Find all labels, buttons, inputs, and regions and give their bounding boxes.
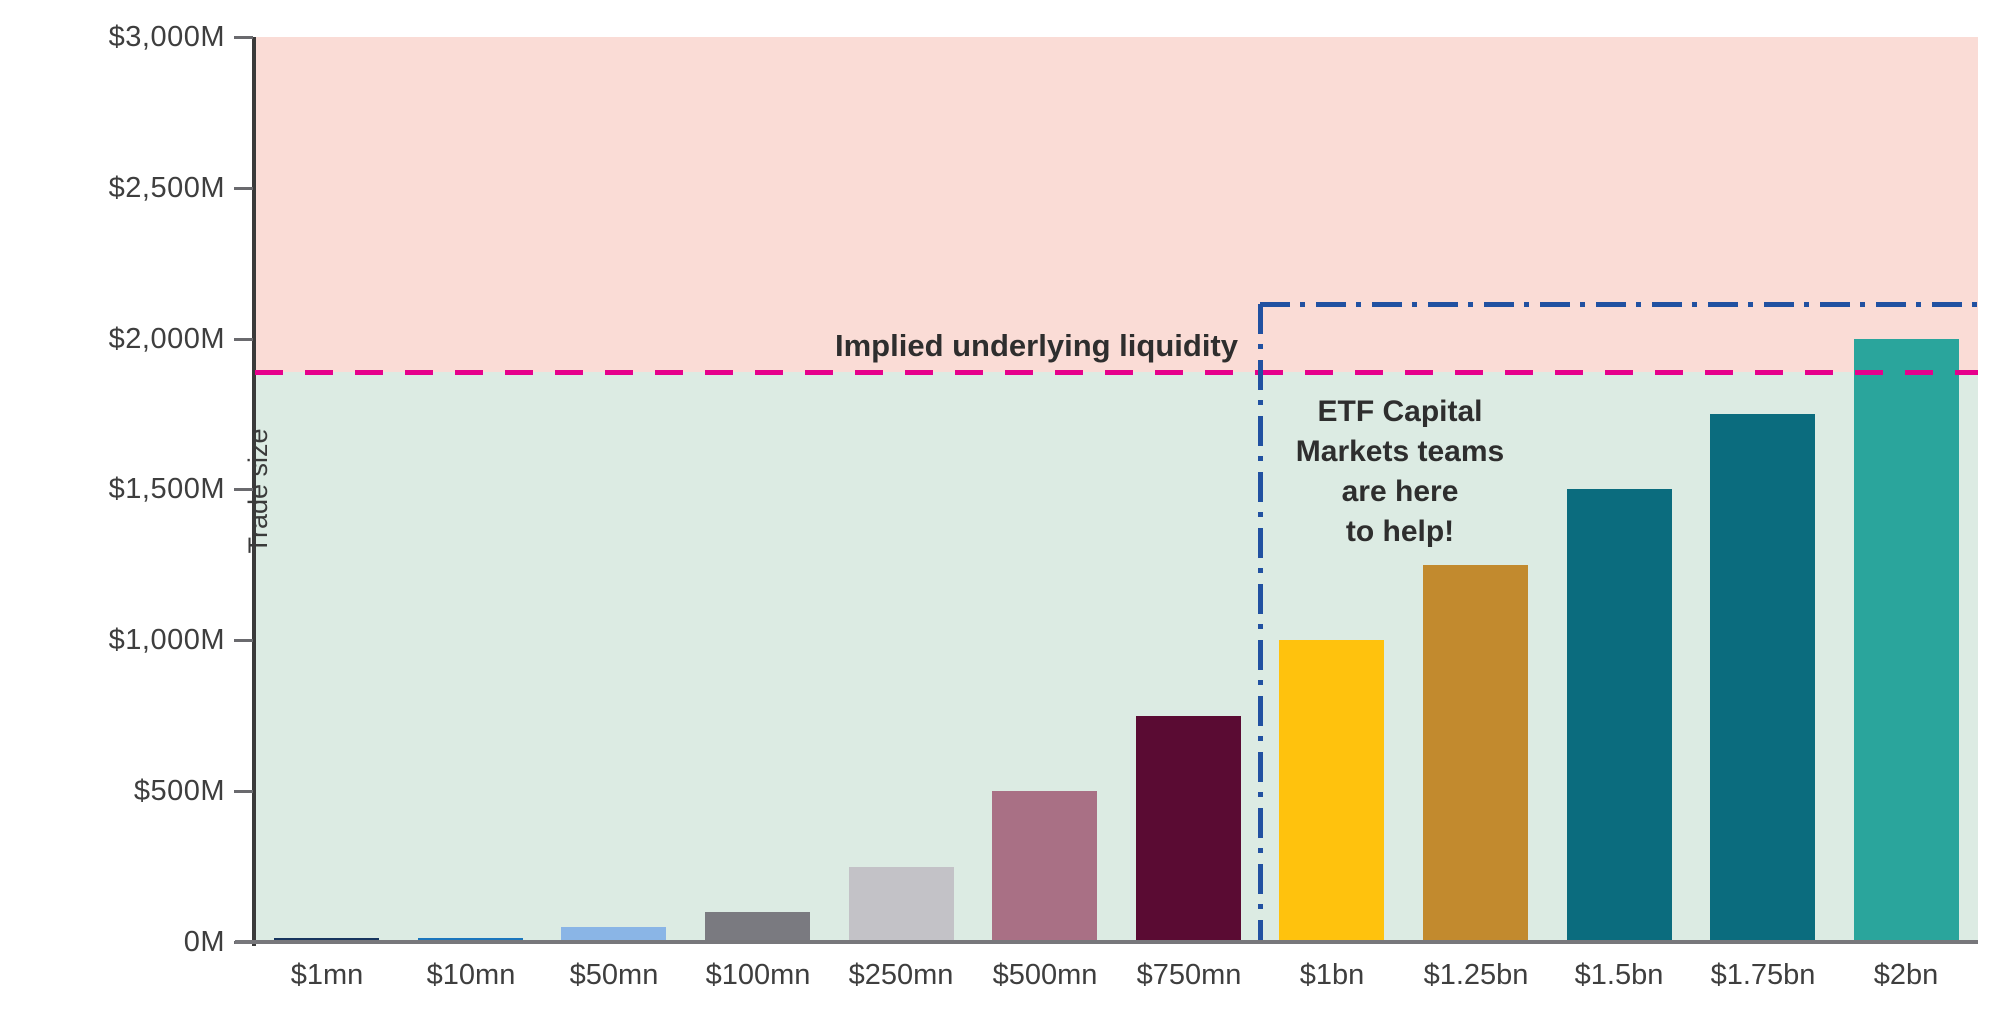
x-axis-label: $10mn bbox=[426, 959, 516, 991]
implied-liquidity-dashed-line bbox=[255, 370, 1978, 375]
help-box-border-top bbox=[1260, 302, 1978, 307]
bar-100mn bbox=[705, 912, 810, 942]
y-tick-label: $2,000M bbox=[108, 323, 225, 355]
x-axis-label: $1.5bn bbox=[1574, 959, 1664, 991]
y-axis-title: Trade size bbox=[243, 428, 273, 554]
y-tick-label: $1,500M bbox=[108, 473, 225, 505]
y-tick bbox=[234, 338, 253, 341]
x-axis-label: $1.25bn bbox=[1423, 959, 1529, 991]
x-axis-label: $50mn bbox=[569, 959, 659, 991]
above-liquidity-zone bbox=[255, 37, 1978, 372]
implied-liquidity-label: Implied underlying liquidity bbox=[834, 328, 1238, 363]
y-tick-label: 0M bbox=[183, 926, 225, 958]
help-box-border-left bbox=[1258, 304, 1263, 942]
bar-1.5bn bbox=[1567, 489, 1672, 942]
y-tick bbox=[234, 488, 253, 491]
x-axis-label: $1mn bbox=[290, 959, 364, 991]
bar-250mn bbox=[849, 867, 954, 942]
x-axis-baseline bbox=[235, 940, 1978, 944]
below-liquidity-zone bbox=[255, 372, 1978, 942]
bar-500mn bbox=[992, 791, 1097, 942]
y-tick-label: $1,000M bbox=[108, 624, 225, 656]
y-tick bbox=[234, 790, 253, 793]
plot-area: $3,000M $2,500M $2,000M $1,500M $1,000M $500M… bbox=[109, 21, 1978, 991]
bar-1bn bbox=[1279, 640, 1384, 942]
bar-1.25bn bbox=[1423, 565, 1528, 942]
y-tick-label: $2,500M bbox=[108, 172, 225, 204]
y-tick bbox=[234, 36, 253, 39]
y-tick bbox=[234, 187, 253, 190]
x-axis-label: $500mn bbox=[992, 959, 1098, 991]
bar-1.75bn bbox=[1710, 414, 1815, 942]
x-axis-label: $2bn bbox=[1873, 959, 1939, 991]
x-axis-label: $1.75bn bbox=[1710, 959, 1816, 991]
help-box-text: ETF Capital Markets teams are here to he… bbox=[1295, 395, 1505, 548]
y-axis-line bbox=[252, 37, 256, 946]
x-axis-label: $250mn bbox=[848, 959, 954, 991]
y-tick-label: $3,000M bbox=[108, 21, 225, 53]
x-axis-label: $100mn bbox=[705, 959, 811, 991]
bars-container bbox=[255, 37, 1978, 942]
bar-50mn bbox=[561, 927, 666, 942]
x-axis-label: $750mn bbox=[1136, 959, 1242, 991]
y-tick bbox=[234, 639, 253, 642]
bar-750mn bbox=[1136, 716, 1241, 942]
bar-2bn bbox=[1854, 339, 1959, 942]
y-tick-label: $500M bbox=[133, 775, 225, 807]
x-axis-label: $1bn bbox=[1299, 959, 1365, 991]
